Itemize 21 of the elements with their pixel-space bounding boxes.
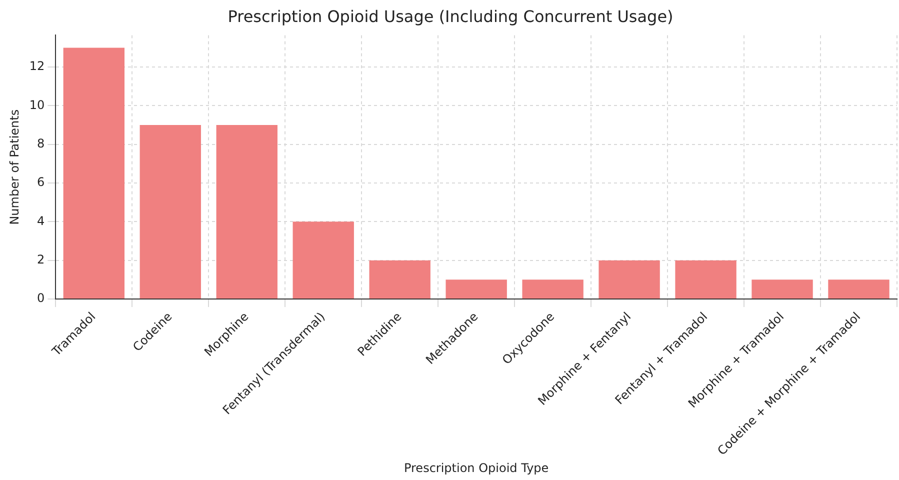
bar: [140, 125, 201, 298]
bar: [292, 222, 354, 298]
bar: [216, 125, 278, 298]
y-axis-title: Number of Patients: [7, 109, 22, 225]
y-tick-label: 0: [37, 291, 45, 306]
bar: [369, 260, 430, 298]
y-tick-label: 10: [29, 98, 45, 112]
bar: [446, 280, 507, 298]
bar: [522, 280, 584, 298]
bar: [63, 48, 125, 298]
y-tick-label: 6: [37, 175, 45, 190]
bar: [675, 260, 736, 298]
y-tick-label: 12: [29, 59, 45, 74]
y-tick-label: 4: [37, 214, 45, 228]
y-tick-label: 8: [37, 136, 45, 151]
bar: [828, 280, 890, 298]
x-axis-title: Prescription Opioid Type: [404, 460, 549, 475]
y-tick-label: 2: [37, 252, 45, 266]
bar: [752, 280, 813, 298]
chart-title: Prescription Opioid Usage (Including Concurrent Usage): [228, 6, 674, 26]
bar: [598, 260, 660, 298]
